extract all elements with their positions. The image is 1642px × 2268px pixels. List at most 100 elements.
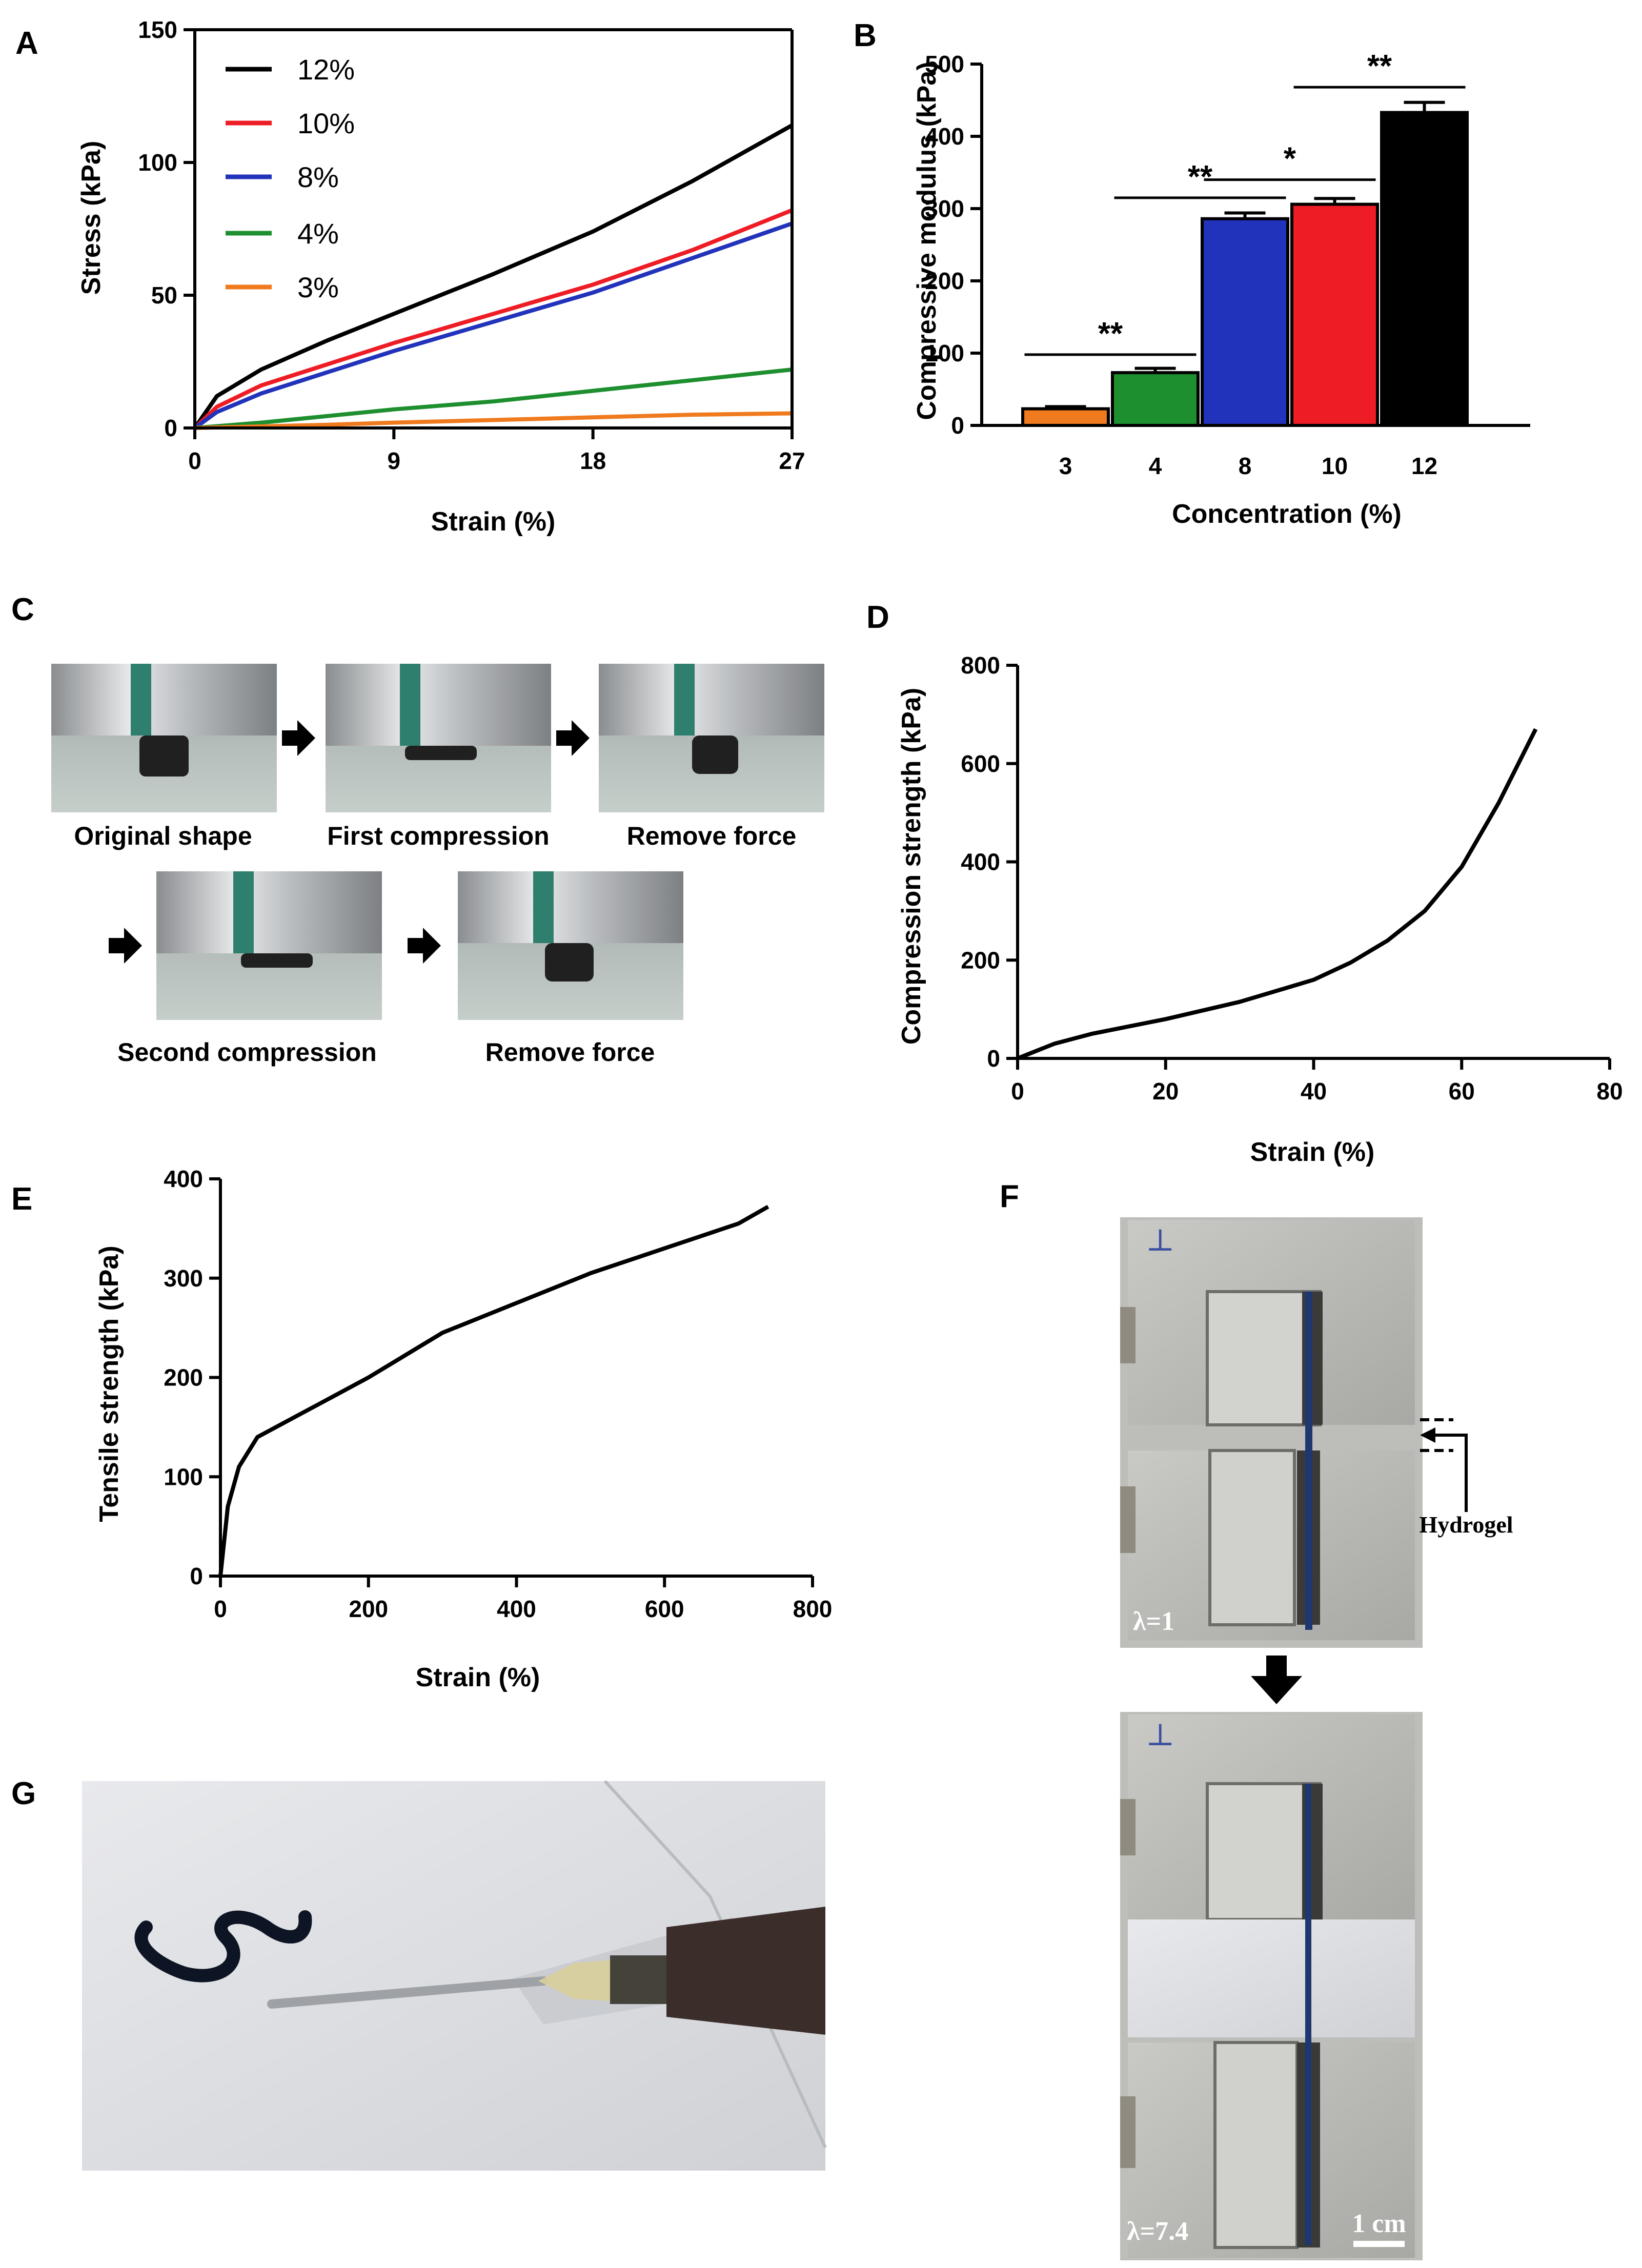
legend-label-10: 10% <box>297 107 355 139</box>
panel-letter-f: F <box>1000 1179 1019 1214</box>
chart-b-xtick-label: 10 <box>1322 453 1348 479</box>
chart-b-xtick-label: 4 <box>1149 453 1162 479</box>
caption-remove-force-1: Remove force <box>627 822 797 850</box>
lambda-initial-label: λ=1 <box>1133 1607 1174 1636</box>
panel-letter-e: E <box>11 1181 32 1217</box>
chart-b-bar-3 <box>1021 407 1110 427</box>
photo-stretch-final: ⊥ <box>1120 1712 1423 2260</box>
chart-e-ytick-label: 400 <box>164 1166 203 1192</box>
chart-b-xlabel: Concentration (%) <box>1172 499 1402 529</box>
legend-label-8: 8% <box>297 161 339 193</box>
chart-d-ytick-label: 400 <box>961 849 1000 875</box>
caption-original-shape: Original shape <box>74 822 252 850</box>
chart-a-ytick-label: 50 <box>151 282 177 309</box>
chart-b-xtick-label: 8 <box>1239 453 1252 479</box>
chart-b-significance-label: ** <box>1367 49 1392 84</box>
panel-letter-d: D <box>866 600 889 635</box>
chart-b-ytick-label: 0 <box>951 412 964 439</box>
photo-remove-force-1 <box>599 664 824 812</box>
chart-e-xlabel: Strain (%) <box>416 1663 540 1692</box>
chart-a-ytick-label: 0 <box>164 415 177 441</box>
legend-label-12: 12% <box>297 53 355 86</box>
lambda-final-label: λ=7.4 <box>1127 2217 1188 2246</box>
photo-injection <box>82 1780 827 2171</box>
chart-d: 0 200 400 600 800 0 20 40 60 80 <box>961 652 1623 1105</box>
chart-e-series-line-0 <box>218 1204 769 1577</box>
chart-b-significance-label: ** <box>1098 316 1123 352</box>
arrow-down-icon <box>1251 1656 1302 1704</box>
chart-b-bar-4 <box>1111 371 1200 427</box>
chart-b-significance-label: * <box>1284 141 1296 177</box>
chart-d-ylabel: Compression strength (kPa) <box>897 688 926 1045</box>
chart-d-series-line-0 <box>1017 728 1538 1060</box>
svg-text:⊥: ⊥ <box>1146 1222 1174 1258</box>
chart-e-ytick-label: 100 <box>164 1463 203 1490</box>
chart-e-ylabel: Tensile strength (kPa) <box>94 1245 124 1522</box>
photo-remove-force-2 <box>458 871 683 1020</box>
chart-e-ytick-label: 300 <box>164 1265 203 1292</box>
chart-b-bar-8 <box>1201 217 1289 427</box>
scale-bar <box>1353 2241 1405 2247</box>
chart-e-xtick-label: 800 <box>793 1596 833 1622</box>
chart-b-xtick-label: 3 <box>1059 453 1072 479</box>
chart-e: 0 100 200 300 400 0 200 400 600 800 <box>164 1166 832 1622</box>
chart-b-xtick-label: 12 <box>1411 453 1437 479</box>
scale-bar-label: 1 cm <box>1352 2209 1406 2238</box>
chart-d-xtick-label: 40 <box>1301 1078 1327 1105</box>
arrow-right-icon <box>109 928 142 964</box>
chart-e-ytick-label: 200 <box>164 1364 203 1391</box>
photo-original-shape <box>51 664 277 812</box>
chart-d-xlabel: Strain (%) <box>1250 1137 1375 1167</box>
svg-text:⊥: ⊥ <box>1146 1717 1174 1753</box>
chart-b-bar-12 <box>1380 111 1469 427</box>
chart-b-ytick-label: 500 <box>925 51 964 77</box>
panel-letter-a: A <box>15 26 38 61</box>
chart-a-series-line-4 <box>194 411 793 430</box>
chart-b-ytick-label: 100 <box>925 340 964 366</box>
chart-d-ytick-label: 800 <box>961 652 1000 679</box>
chart-d-xtick-label: 20 <box>1152 1078 1179 1105</box>
panel-letter-c: C <box>11 592 34 627</box>
chart-e-xtick-label: 200 <box>349 1596 388 1622</box>
chart-d-xtick-label: 80 <box>1596 1078 1623 1105</box>
chart-e-xtick-label: 0 <box>214 1596 227 1622</box>
chart-a-ylabel: Stress (kPa) <box>76 141 106 295</box>
chart-a-series-line-2 <box>193 221 793 430</box>
panel-letter-g: G <box>11 1776 36 1811</box>
chart-d-ytick-label: 600 <box>961 750 1000 777</box>
photo-stretch-initial: ⊥ <box>1120 1217 1423 1648</box>
caption-first-compression: First compression <box>327 822 549 850</box>
chart-a-xtick-label: 0 <box>188 447 201 474</box>
chart-a: 0 50 100 150 0 9 18 27 <box>138 16 805 474</box>
chart-b-ytick-label: 200 <box>925 268 964 294</box>
chart-d-ytick-label: 0 <box>987 1045 1000 1072</box>
chart-d-xtick-label: 0 <box>1011 1078 1024 1105</box>
chart-a-ytick-label: 150 <box>138 16 177 43</box>
legend-label-4: 4% <box>297 217 339 250</box>
legend-label-3: 3% <box>297 271 339 303</box>
chart-b-significance-label: ** <box>1188 159 1213 195</box>
chart-a-xlabel: Strain (%) <box>431 507 556 537</box>
chart-a-legend: 12% 10% 8% 4% 3% <box>226 53 355 303</box>
chart-a-series-line-0 <box>193 124 793 430</box>
chart-e-ytick-label: 0 <box>190 1563 203 1589</box>
chart-a-xtick-label: 9 <box>388 447 401 474</box>
chart-e-xtick-label: 400 <box>497 1596 536 1622</box>
chart-a-series-line-1 <box>193 208 793 430</box>
chart-a-xtick-label: 18 <box>580 447 606 474</box>
chart-b-ylabel: Compressive modulus (kPa) <box>912 62 942 420</box>
photo-second-compression <box>156 871 382 1020</box>
arrow-right-icon <box>556 720 590 756</box>
chart-b-ytick-label: 300 <box>925 195 964 222</box>
chart-e-xtick-label: 600 <box>645 1596 684 1622</box>
chart-d-xtick-label: 60 <box>1449 1078 1475 1105</box>
caption-remove-force-2: Remove force <box>485 1038 655 1067</box>
hydrogel-indicator <box>1420 1418 1468 1512</box>
chart-a-ytick-label: 100 <box>138 149 177 176</box>
caption-second-compression: Second compression <box>117 1038 377 1067</box>
chart-d-ytick-label: 200 <box>961 947 1000 973</box>
photo-first-compression <box>326 664 551 812</box>
arrow-right-icon <box>408 928 441 964</box>
